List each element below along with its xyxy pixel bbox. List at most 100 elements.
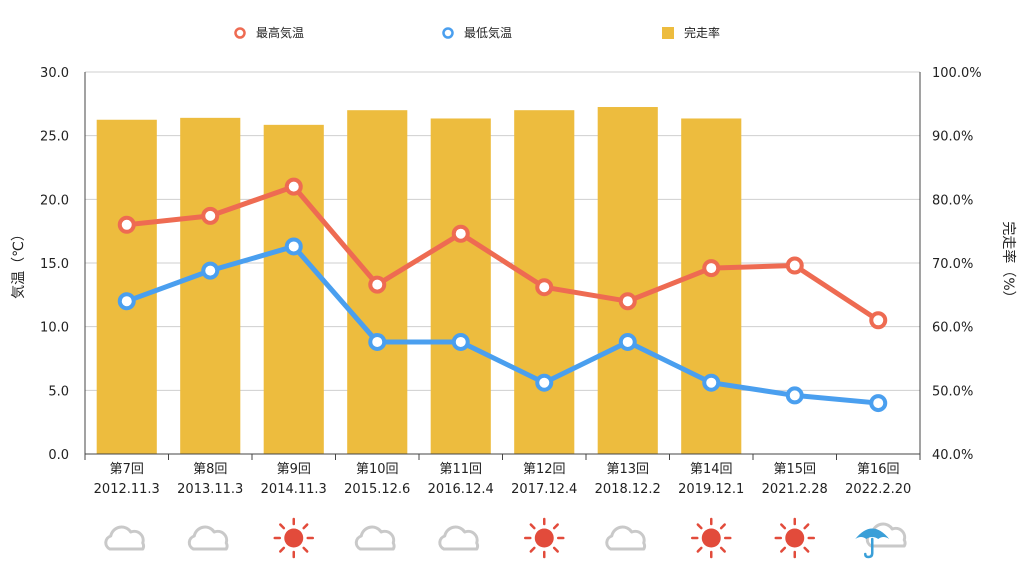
cloud-shape — [104, 525, 146, 551]
left-tick-label: 25.0 — [40, 130, 69, 145]
category-round-label: 第13回 — [606, 462, 649, 477]
cloud-shape — [438, 525, 480, 551]
point-min-temp — [451, 332, 470, 351]
line-layer — [117, 177, 888, 413]
sun-ray — [529, 523, 536, 530]
point-max-temp — [785, 256, 804, 275]
point-max-temp — [451, 224, 470, 243]
bar-layer — [96, 107, 742, 455]
umbrella-handle — [864, 537, 874, 559]
sun-ray — [803, 523, 810, 530]
category-date-label: 2019.12.1 — [678, 482, 744, 497]
right-tick-label: 50.0% — [932, 384, 973, 399]
category-date-label: 2013.11.3 — [177, 482, 243, 497]
sun-ray — [780, 523, 787, 530]
legend: 最高気温 最低気温 完走率 — [234, 25, 720, 40]
sun-ray — [696, 546, 703, 553]
bar-finish-rate — [263, 124, 324, 455]
legend-label: 最高気温 — [256, 25, 304, 40]
point-max-temp — [117, 215, 136, 234]
sun-icon — [774, 517, 815, 559]
left-tick-label: 30.0 — [40, 66, 69, 81]
left-tick-label: 15.0 — [40, 257, 69, 272]
category-date-label: 2022.2.20 — [845, 482, 911, 497]
bar-finish-rate — [430, 118, 491, 454]
point-max-temp — [284, 177, 303, 196]
line-min-temp — [124, 243, 881, 406]
sun-ray — [780, 546, 787, 553]
legend-label: 最低気温 — [464, 25, 512, 40]
right-tick-label: 40.0% — [932, 448, 973, 463]
cloud-icon — [187, 525, 229, 551]
right-tick-label: 100.0% — [932, 66, 982, 81]
left-tick-label: 20.0 — [40, 193, 69, 208]
category-date-label: 2018.12.2 — [595, 482, 661, 497]
right-tick-label: 70.0% — [932, 257, 973, 272]
point-max-temp — [535, 278, 554, 297]
sun-disc — [534, 528, 554, 548]
right-tick-label: 90.0% — [932, 130, 973, 145]
sun-disc — [701, 528, 721, 548]
legend-item: 完走率 — [662, 25, 720, 40]
category-round-label: 第7回 — [110, 462, 144, 477]
point-min-temp — [535, 373, 554, 392]
category-round-label: 第15回 — [773, 462, 816, 477]
point-max-temp — [368, 275, 387, 294]
left-axis-title: 気温（℃） — [11, 227, 27, 299]
left-tick-label: 0.0 — [48, 448, 69, 463]
category-round-label: 第11回 — [439, 462, 482, 477]
sun-ray — [803, 546, 810, 553]
point-min-temp — [368, 332, 387, 351]
umbrella-cloud-icon — [855, 522, 907, 559]
legend-item: 最低気温 — [442, 25, 512, 40]
sun-icon — [524, 517, 565, 559]
point-min-temp — [201, 261, 220, 280]
sun-ray — [302, 546, 309, 553]
sun-ray — [529, 546, 536, 553]
weather-row — [104, 517, 907, 559]
sun-ray — [552, 546, 559, 553]
point-max-temp — [618, 292, 637, 311]
category-date-label: 2015.12.6 — [344, 482, 410, 497]
sun-icon — [273, 517, 314, 559]
category-round-label: 第16回 — [857, 462, 900, 477]
category-round-label: 第9回 — [277, 462, 311, 477]
point-min-temp — [702, 373, 721, 392]
sun-ray — [302, 523, 309, 530]
sun-disc — [785, 528, 805, 548]
point-max-temp — [702, 259, 721, 278]
point-min-temp — [869, 394, 888, 413]
left-tick-label: 5.0 — [48, 384, 69, 399]
left-tick-label: 10.0 — [40, 321, 69, 336]
cloud-icon — [605, 525, 647, 551]
legend-item: 最高気温 — [234, 25, 304, 40]
cloud-icon — [438, 525, 480, 551]
point-min-temp — [117, 292, 136, 311]
legend-label: 完走率 — [684, 25, 720, 40]
sun-ray — [279, 546, 286, 553]
category-round-label: 第14回 — [690, 462, 733, 477]
category-date-label: 2021.2.28 — [762, 482, 828, 497]
axis-layer — [84, 72, 921, 460]
cloud-shape — [187, 525, 229, 551]
point-min-temp — [618, 332, 637, 351]
cloud-shape — [354, 525, 396, 551]
sun-ray — [552, 523, 559, 530]
category-date-label: 2012.11.3 — [94, 482, 160, 497]
category-date-label: 2014.11.3 — [261, 482, 327, 497]
bar-finish-rate — [681, 118, 742, 454]
category-date-label: 2017.12.4 — [511, 482, 577, 497]
sun-icon — [691, 517, 732, 559]
sun-ray — [719, 523, 726, 530]
umbrella-canopy — [855, 528, 890, 539]
legend-swatch — [234, 27, 246, 39]
label-layer: 0.0 5.0 10.0 15.0 20.0 25.0 30.0 40.0% 50.0% 60.0… — [11, 66, 1017, 497]
sun-disc — [284, 528, 304, 548]
bar-finish-rate — [597, 107, 658, 455]
bar-finish-rate — [180, 117, 241, 454]
legend-swatch — [662, 27, 674, 39]
sun-ray — [719, 546, 726, 553]
point-min-temp — [284, 237, 303, 256]
